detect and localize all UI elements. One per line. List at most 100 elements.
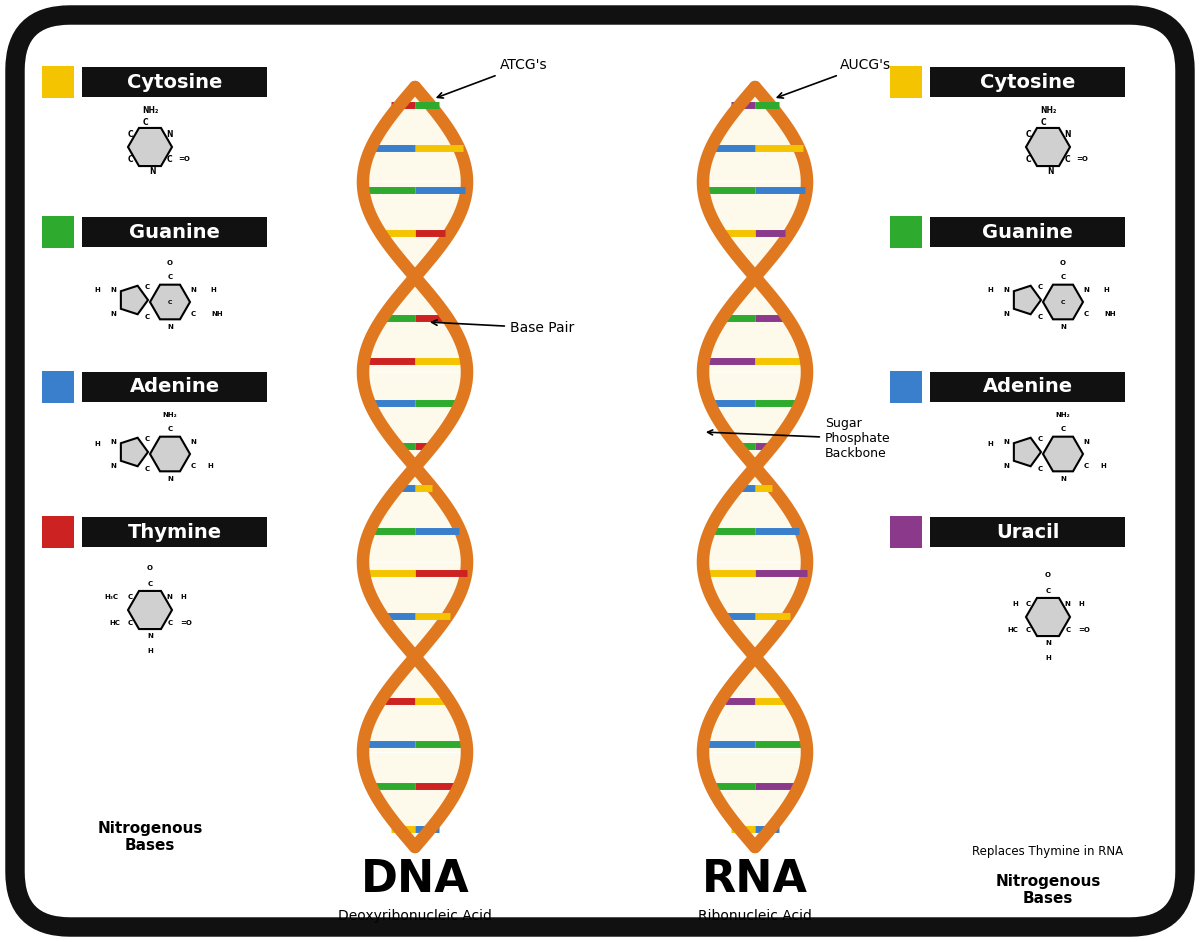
Polygon shape <box>364 467 467 561</box>
Text: O: O <box>1060 260 1066 266</box>
Polygon shape <box>128 128 172 166</box>
Text: Replaces Thymine in RNA: Replaces Thymine in RNA <box>972 846 1123 858</box>
Text: Uracil: Uracil <box>996 523 1060 542</box>
Text: =O: =O <box>1079 627 1091 633</box>
Text: N: N <box>1046 167 1054 176</box>
Text: H: H <box>94 441 100 447</box>
Text: N: N <box>190 287 196 293</box>
Polygon shape <box>128 591 172 629</box>
Polygon shape <box>1043 284 1084 319</box>
FancyBboxPatch shape <box>930 517 1126 547</box>
Text: Nitrogenous
Bases: Nitrogenous Bases <box>995 874 1100 906</box>
Text: C: C <box>1038 466 1043 472</box>
Polygon shape <box>703 87 806 181</box>
FancyBboxPatch shape <box>890 216 922 248</box>
FancyBboxPatch shape <box>14 15 1186 927</box>
Text: H: H <box>1045 655 1051 660</box>
Text: NH₂: NH₂ <box>142 106 158 115</box>
Polygon shape <box>364 658 467 752</box>
Polygon shape <box>364 562 467 657</box>
Text: NH₂: NH₂ <box>1056 412 1070 418</box>
Text: NH₂: NH₂ <box>1040 106 1056 115</box>
FancyBboxPatch shape <box>82 372 266 402</box>
Text: N: N <box>148 633 152 640</box>
Polygon shape <box>150 284 190 319</box>
Text: H: H <box>1078 601 1084 607</box>
Text: N: N <box>167 130 173 139</box>
Text: AUCG's: AUCG's <box>778 58 892 98</box>
Polygon shape <box>1026 128 1070 166</box>
Text: C: C <box>1026 627 1031 633</box>
Text: N: N <box>1003 439 1009 445</box>
FancyBboxPatch shape <box>890 66 922 98</box>
Text: ATCG's: ATCG's <box>437 58 547 98</box>
Polygon shape <box>364 372 467 466</box>
Polygon shape <box>121 285 148 315</box>
Text: C: C <box>1064 154 1070 164</box>
Text: C: C <box>144 284 150 290</box>
Text: C: C <box>1061 426 1066 432</box>
Text: N: N <box>1003 287 1009 293</box>
Text: H: H <box>148 648 152 654</box>
FancyBboxPatch shape <box>890 516 922 548</box>
Text: H: H <box>94 287 100 293</box>
Text: N: N <box>110 287 116 293</box>
Text: C: C <box>168 274 173 280</box>
Text: N: N <box>110 311 116 317</box>
Text: C: C <box>1040 119 1046 127</box>
Text: H: H <box>1103 287 1109 293</box>
Polygon shape <box>703 753 806 847</box>
Text: Ribonucleic Acid: Ribonucleic Acid <box>698 909 812 923</box>
Text: C: C <box>1061 274 1066 280</box>
Text: N: N <box>167 476 173 482</box>
Polygon shape <box>703 562 806 657</box>
Text: O: O <box>148 565 154 571</box>
Text: N: N <box>1084 287 1088 293</box>
Text: C: C <box>1025 154 1031 164</box>
Polygon shape <box>1014 285 1042 315</box>
Text: Base Pair: Base Pair <box>432 319 575 335</box>
Text: C: C <box>1025 130 1031 139</box>
Text: C: C <box>191 311 196 317</box>
Polygon shape <box>703 277 806 371</box>
Text: Guanine: Guanine <box>130 222 220 241</box>
Text: =O: =O <box>1076 156 1088 162</box>
Polygon shape <box>364 277 467 371</box>
Polygon shape <box>364 182 467 276</box>
Text: C: C <box>168 300 173 304</box>
Text: C: C <box>1038 314 1043 320</box>
Text: H: H <box>988 441 992 447</box>
Text: C: C <box>1084 463 1088 469</box>
Text: Guanine: Guanine <box>982 222 1073 241</box>
Text: N: N <box>167 324 173 330</box>
FancyBboxPatch shape <box>890 371 922 403</box>
Polygon shape <box>1014 438 1042 466</box>
Polygon shape <box>364 753 467 847</box>
Text: N: N <box>1060 476 1066 482</box>
Text: Adenine: Adenine <box>983 378 1073 397</box>
Text: Cytosine: Cytosine <box>980 73 1075 91</box>
Polygon shape <box>703 467 806 561</box>
Text: N: N <box>167 593 173 600</box>
Text: C: C <box>144 466 150 472</box>
Text: N: N <box>149 167 155 176</box>
Text: N: N <box>110 463 116 469</box>
Text: =O: =O <box>180 620 192 626</box>
Text: HC: HC <box>109 620 120 626</box>
Text: Deoxyribonucleic Acid: Deoxyribonucleic Acid <box>338 909 492 923</box>
Text: Sugar
Phosphate
Backbone: Sugar Phosphate Backbone <box>708 417 890 460</box>
Text: C: C <box>191 463 196 469</box>
Text: Nitrogenous
Bases: Nitrogenous Bases <box>97 820 203 853</box>
Text: =O: =O <box>178 156 190 162</box>
Text: O: O <box>167 260 173 266</box>
Text: C: C <box>1066 627 1070 633</box>
Polygon shape <box>703 658 806 752</box>
Polygon shape <box>703 182 806 276</box>
Text: N: N <box>1045 641 1051 646</box>
Text: H: H <box>1012 601 1018 607</box>
Text: N: N <box>1060 324 1066 330</box>
Text: N: N <box>1084 439 1088 445</box>
FancyBboxPatch shape <box>42 371 74 403</box>
Text: C: C <box>1084 311 1088 317</box>
FancyBboxPatch shape <box>42 66 74 98</box>
